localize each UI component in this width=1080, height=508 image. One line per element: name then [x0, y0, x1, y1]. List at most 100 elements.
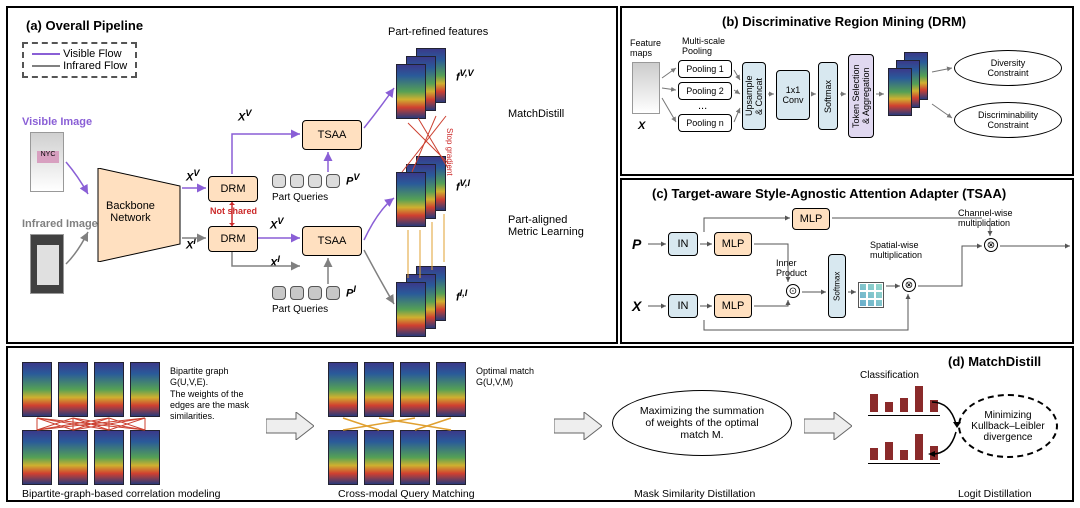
nyc-shirt-icon: NYC [37, 151, 59, 163]
stage4-label: Logit Distillation [958, 488, 1032, 500]
drm-box-top: DRM [208, 176, 258, 202]
not-shared-label: Not shared [210, 206, 257, 216]
stage2-label: Cross-modal Query Matching [338, 488, 475, 500]
d-bot-hm-2 [58, 430, 88, 485]
query-v-2 [290, 174, 304, 188]
legend-visible-label: Visible Flow [63, 48, 122, 60]
d-top-hm-4 [130, 362, 160, 417]
pooling-n: Pooling n [678, 114, 732, 132]
backbone-trapezoid: Backbone Network [84, 168, 182, 265]
tsaa-box-bot: TSAA [302, 226, 362, 256]
Xi-label-2: XI [270, 254, 280, 270]
discriminability-ellipse: Discriminability Constraint [954, 102, 1062, 138]
drm-label-1: DRM [220, 183, 245, 195]
tsaa-box-top: TSAA [302, 120, 362, 150]
d-bot-hm-1 [22, 430, 52, 485]
d2-bot-hm-4 [436, 430, 466, 485]
kl-label: Minimizing Kullback–Leibler divergence [971, 410, 1044, 443]
channel-mul-icon: ⊗ [984, 238, 998, 252]
legend-visible: Visible Flow [32, 48, 127, 60]
diversity-ellipse: Diversity Constraint [954, 50, 1062, 86]
multi-pool-label: Multi-scale Pooling [682, 36, 725, 56]
softmax-box-b: Softmax [818, 62, 838, 130]
panel-a: (a) Overall Pipeline Visible Flow Infrar… [6, 6, 618, 344]
part-queries-label-i: Part Queries [272, 304, 328, 315]
token-box: Token Selection & Aggregation [848, 54, 874, 138]
maximizing-ellipse: Maximizing the summation of weights of t… [612, 390, 792, 456]
mlp-box-x: MLP [714, 294, 752, 318]
panel-c-title: (c) Target-aware Style-Agnostic Attentio… [652, 186, 1006, 201]
matchdistill-label: MatchDistill [508, 108, 564, 120]
pooling-dots: ... [698, 100, 707, 112]
Xi-label: XI [186, 236, 196, 252]
panel-c: (c) Target-aware Style-Agnostic Attentio… [620, 178, 1074, 344]
visible-image-label: Visible Image [22, 116, 92, 128]
person-silhouette-icon [37, 245, 59, 285]
visible-image-thumb: NYC [30, 132, 64, 192]
pooling-1: Pooling 1 [678, 60, 732, 78]
backbone-label: Backbone Network [106, 200, 155, 224]
legend-infrared-label: Infrared Flow [63, 60, 127, 72]
mlp-box-top: MLP [792, 208, 830, 230]
tsaa-label-1: TSAA [318, 129, 347, 141]
d2-bot-hm-3 [400, 430, 430, 485]
attention-grid-icon [858, 282, 884, 308]
fii-label: fI,I [456, 288, 467, 304]
d2-top-hm-4 [436, 362, 466, 417]
X-label-c: X [632, 298, 641, 314]
feature-maps-label: Feature maps [630, 38, 661, 58]
part-queries-label-v: Part Queries [272, 192, 328, 203]
infrared-image-thumb [30, 234, 64, 294]
d2-bot-hm-2 [364, 430, 394, 485]
panel-d: (d) MatchDistill Bipartite graph G(U,V,E… [6, 346, 1074, 502]
query-i-2 [290, 286, 304, 300]
d-bot-hm-4 [130, 430, 160, 485]
tsaa-label-2: TSAA [318, 235, 347, 247]
stage1-label: Bipartite-graph-based correlation modeli… [22, 488, 220, 500]
dot-product-icon: ⊙ [786, 284, 800, 298]
legend-infrared: Infrared Flow [32, 60, 127, 72]
inner-product-label: Inner Product [776, 258, 807, 278]
softmax-box-c: Softmax [828, 254, 846, 318]
big-arrow-2 [554, 412, 602, 440]
part-refined-label: Part-refined features [388, 26, 488, 38]
query-v-3 [308, 174, 322, 188]
part-aligned-label: Part-aligned Metric Learning [508, 214, 584, 238]
stop-gradient-label: Stop gradient [445, 128, 454, 176]
conv-box: 1x1 Conv [776, 70, 810, 120]
query-i-1 [272, 286, 286, 300]
X-label-b: X [638, 120, 645, 132]
big-arrow-3 [804, 412, 852, 440]
legend-box: Visible Flow Infrared Flow [22, 42, 137, 78]
stage3-label: Mask Similarity Distillation [634, 488, 755, 500]
Pi-label: PI [346, 284, 356, 300]
query-i-3 [308, 286, 322, 300]
bipartite-text: Bipartite graph G(U,V,E). The weights of… [170, 366, 249, 422]
in-box-x: IN [668, 294, 698, 318]
panel-b: (b) Discriminative Region Mining (DRM) F… [620, 6, 1074, 176]
barchart-top [868, 386, 940, 416]
query-v-1 [272, 174, 286, 188]
d-top-hm-2 [58, 362, 88, 417]
pooling-2: Pooling 2 [678, 82, 732, 100]
upsample-box: Upsample & Concat [742, 62, 766, 130]
big-arrow-1 [266, 412, 314, 440]
Pv-label: PV [346, 172, 359, 188]
Xv-label-2: XV [238, 108, 251, 124]
d-bot-hm-3 [94, 430, 124, 485]
fvi-label: fV,I [456, 178, 470, 194]
d2-top-hm-3 [400, 362, 430, 417]
d2-top-hm-2 [364, 362, 394, 417]
query-v-4 [326, 174, 340, 188]
panel-b-title: (b) Discriminative Region Mining (DRM) [722, 14, 966, 29]
d-top-hm-3 [94, 362, 124, 417]
classification-label: Classification [860, 370, 919, 381]
heatmap-ii-3 [396, 282, 426, 337]
panel-a-title: (a) Overall Pipeline [26, 18, 143, 33]
mlp-box-p: MLP [714, 232, 752, 256]
spatial-mul-label: Spatial-wise multiplication [870, 240, 922, 260]
drm-label-2: DRM [220, 233, 245, 245]
in-box-p: IN [668, 232, 698, 256]
feature-maps-thumb [632, 62, 660, 114]
channel-mul-label: Channel-wise multiplication [958, 208, 1013, 228]
